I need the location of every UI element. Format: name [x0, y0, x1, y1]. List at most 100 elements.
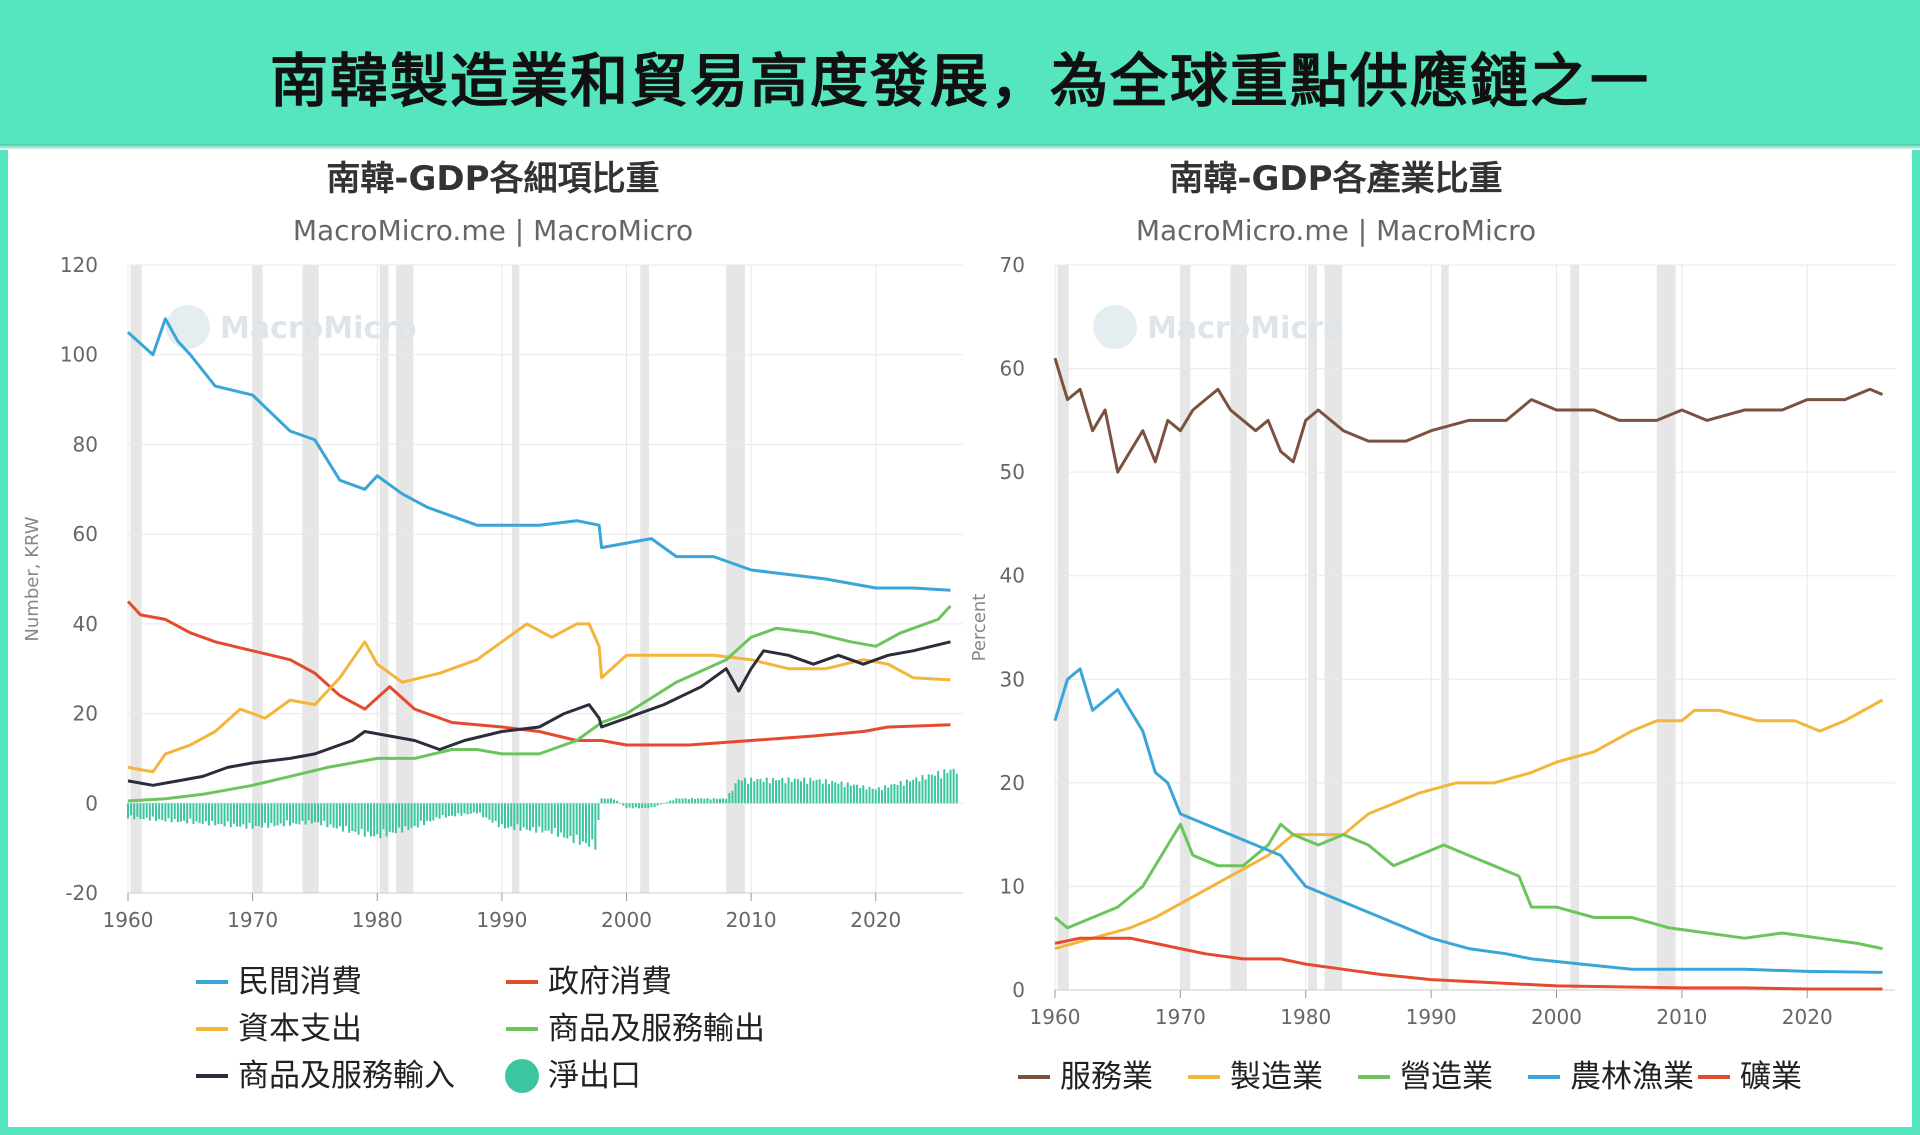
legend-label: 淨出口	[548, 1058, 641, 1094]
net-export-bar	[379, 803, 382, 839]
net-export-bar	[753, 781, 756, 804]
x-tick-label: 2010	[726, 908, 777, 932]
net-export-bar	[320, 803, 323, 826]
net-export-bar	[285, 803, 288, 821]
net-export-bar	[697, 798, 700, 804]
net-export-bar	[388, 803, 391, 832]
series-line	[126, 600, 951, 747]
chart-title: 南韓-GDP各細項比重	[326, 159, 659, 199]
net-export-bar	[447, 803, 450, 817]
net-export-bar	[893, 783, 896, 804]
y-tick-label: 60	[1000, 357, 1025, 381]
net-export-bar	[703, 798, 706, 804]
x-tick-label: 1990	[476, 908, 527, 932]
net-export-bar	[385, 803, 388, 837]
net-export-bar	[874, 789, 877, 804]
net-export-bar	[541, 803, 544, 833]
series-line	[127, 604, 952, 803]
net-export-bar	[818, 779, 821, 804]
net-export-bar	[444, 803, 447, 818]
net-export-bar	[516, 803, 519, 824]
net-export-bar	[644, 803, 647, 808]
net-export-bar	[606, 798, 609, 804]
series-line	[1054, 822, 1883, 951]
net-export-bar	[438, 803, 441, 819]
net-export-bar	[647, 803, 650, 809]
net-export-bar	[840, 781, 843, 804]
net-export-bar	[460, 803, 463, 816]
net-export-bar	[812, 780, 815, 804]
net-export-bar	[410, 803, 413, 828]
net-export-bar	[426, 803, 429, 821]
net-export-bar	[687, 799, 690, 804]
net-export-bar	[167, 803, 170, 819]
net-export-bar	[775, 780, 778, 804]
net-export-bar	[170, 803, 173, 823]
net-export-bar	[500, 803, 503, 825]
series-line	[127, 640, 951, 787]
y-tick-label: 0	[85, 791, 98, 815]
legend-item: 服務業	[1018, 1059, 1153, 1095]
net-export-bar	[572, 803, 575, 844]
net-export-bar	[690, 798, 693, 804]
net-export-bar	[479, 803, 482, 813]
net-export-bar	[161, 803, 164, 821]
net-export-bar	[398, 803, 401, 828]
net-export-bar	[273, 803, 276, 827]
recession-band	[1656, 265, 1676, 990]
net-export-bar	[915, 777, 918, 804]
recession-band	[302, 265, 319, 893]
net-export-bar	[522, 803, 525, 828]
net-export-bar	[497, 803, 500, 828]
net-export-bar	[613, 799, 616, 804]
net-export-bar	[528, 803, 531, 831]
recession-band	[130, 265, 142, 893]
net-export-bar	[510, 803, 513, 827]
net-export-bar	[672, 800, 675, 804]
net-export-bar	[880, 790, 883, 804]
net-export-bar	[532, 803, 535, 828]
series-line	[126, 317, 951, 592]
net-export-bar	[887, 787, 890, 804]
net-export-bar	[195, 803, 198, 822]
watermark-logo-icon	[166, 305, 210, 349]
net-export-bar	[949, 769, 952, 804]
net-export-bar	[248, 803, 251, 823]
y-tick-label: -20	[65, 881, 98, 905]
net-export-bar	[341, 803, 344, 832]
net-export-bars	[127, 768, 958, 850]
net-export-bar	[619, 803, 622, 804]
net-export-bar	[363, 803, 366, 837]
net-export-bar	[357, 803, 360, 835]
net-export-bar	[317, 803, 320, 823]
recession-band	[1230, 265, 1247, 990]
net-export-bar	[743, 777, 746, 804]
net-export-bar	[603, 798, 606, 804]
net-export-bar	[413, 803, 416, 826]
net-export-bar	[675, 798, 678, 804]
net-export-bar	[494, 803, 497, 821]
net-export-bar	[952, 768, 955, 804]
net-export-bar	[902, 785, 905, 804]
net-export-bar	[581, 803, 584, 842]
net-export-bar	[270, 803, 273, 824]
net-export-bar	[694, 799, 697, 804]
net-export-bar	[155, 803, 158, 821]
net-export-bar	[722, 798, 725, 804]
y-axis-label: Percent	[969, 594, 990, 662]
net-export-bar	[189, 803, 192, 819]
net-export-bar	[787, 777, 790, 804]
net-export-bar	[918, 781, 921, 804]
net-export-bar	[734, 783, 737, 804]
recession-band	[1308, 265, 1318, 990]
net-export-bar	[239, 803, 242, 827]
net-export-bar	[329, 803, 332, 825]
net-export-bar	[759, 778, 762, 804]
net-export-bar	[130, 803, 133, 816]
legend-item: 製造業	[1188, 1059, 1323, 1095]
net-export-bar	[264, 803, 267, 823]
watermark-text: MacroMicro	[1147, 311, 1344, 346]
net-export-bar	[466, 803, 469, 815]
net-export-bar	[282, 803, 285, 827]
